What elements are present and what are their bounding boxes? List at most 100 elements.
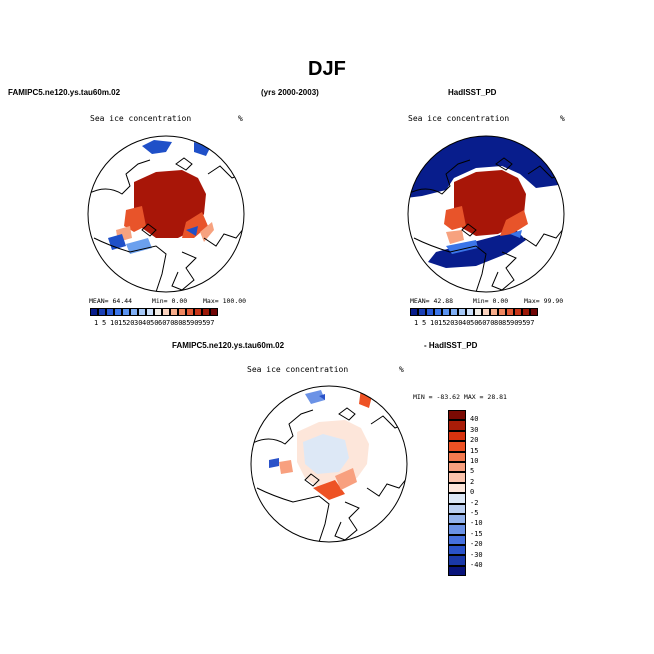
obs-colorbar [410,308,538,316]
obs-max-label: Max= [524,297,540,305]
obs-ice-edge [444,206,528,236]
diff-polar-map [250,385,408,543]
model-mid-ice [126,238,152,254]
colorbar-swatch [122,308,130,316]
diff-map-units: % [399,365,404,374]
years-header: (yrs 2000-2003) [261,88,319,97]
obs-map-title: Sea ice concentration [408,114,510,123]
obs-min-value: 0.00 [492,297,509,305]
colorbar-swatch [434,308,442,316]
colorbar-tick-label: -40 [470,561,483,569]
colorbar-tick-label: 10 [110,319,119,327]
obs-open-water-mask [408,136,564,198]
model-map-border [87,135,245,293]
model-map-title: Sea ice concentration [90,114,192,123]
diff-negative-small [269,394,325,468]
colorbar-swatch [474,308,482,316]
colorbar-swatch [522,308,530,316]
colorbar-tick-label: 50 [150,319,159,327]
colorbar-swatch [186,308,194,316]
model-mean-label: MEAN= [89,297,109,305]
colorbar-swatch [442,308,450,316]
colorbar-swatch [448,430,466,442]
diff-negative-bering [305,390,325,404]
colorbar-swatch [448,524,466,535]
model-polar-map [87,135,245,293]
colorbar-swatch [146,308,154,316]
colorbar-tick-label: 40 [470,415,479,424]
obs-colorbar-labels: 1 5 10 15 20 30 40 50 60 70 80 85 90 95 97 [410,319,570,328]
colorbar-tick-label: 70 [166,319,175,327]
colorbar-tick-label: 85 [182,319,191,327]
colorbar-swatch [98,308,106,316]
colorbar-tick-label: -10 [470,519,483,528]
diff-positive-edge [279,460,357,490]
colorbar-swatch [448,451,466,462]
colorbar-tick-label: 40 [142,319,151,327]
colorbar-swatch [448,555,466,566]
colorbar-tick-label: 95 [518,319,527,327]
colorbar-swatch [130,308,138,316]
obs-stats: MEAN= 42.88 Min= 0.00 Max= 99.90 [410,297,563,305]
colorbar-tick-label: 15 [470,446,479,455]
colorbar-tick-label: 80 [174,319,183,327]
colorbar-tick-label: 30 [134,319,143,327]
colorbar-swatch [418,308,426,316]
colorbar-tick-label: 97 [206,319,215,327]
colorbar-swatch [162,308,170,316]
diff-model-header: FAMIPC5.ne120.ys.tau60m.02 [172,341,285,350]
colorbar-swatch [448,461,466,473]
diff-colorbar [448,410,466,577]
colorbar-swatch [138,308,146,316]
colorbar-tick-label: 5 [470,467,475,476]
colorbar-tick-label: 1 [414,319,419,327]
colorbar-tick-label: 90 [190,319,199,327]
obs-min-label: Min= [472,297,489,305]
colorbar-swatch [530,308,538,316]
colorbar-swatch [490,308,498,316]
colorbar-tick-label: 15 [118,319,127,327]
colorbar-swatch [458,308,466,316]
colorbar-swatch [170,308,178,316]
diff-min-label: MIN = [413,393,433,401]
colorbar-swatch [410,308,418,316]
colorbar-tick-label: 70 [486,319,495,327]
colorbar-tick-label: 40 [462,319,471,327]
colorbar-tick-label: 20 [446,319,455,327]
colorbar-swatch [210,308,218,316]
colorbar-swatch [178,308,186,316]
model-colorbar [90,308,218,316]
colorbar-swatch [448,441,466,452]
colorbar-swatch [448,410,466,421]
model-max-value: 100.00 [222,297,247,305]
colorbar-tick-label: -2 [470,498,479,507]
obs-ice-margin [446,230,464,244]
colorbar-tick-label: 15 [438,319,447,327]
colorbar-tick-label: 0 [470,488,475,497]
diff-stats: MIN = -83.62 MAX = 28.81 [413,393,507,401]
diff-max-value: 28.81 [487,393,507,401]
colorbar-tick-label: 30 [454,319,463,327]
colorbar-tick-label: 20 [126,319,135,327]
obs-header: HadISST_PD [448,88,497,97]
model-coastlines [88,157,244,292]
colorbar-tick-label: -15 [470,529,483,538]
obs-south-water [428,230,526,268]
colorbar-tick-label: -20 [470,540,483,549]
colorbar-swatch [202,308,210,316]
colorbar-swatch [448,420,466,431]
colorbar-tick-label: 5 [102,319,107,327]
colorbar-swatch [194,308,202,316]
obs-mean-label: MEAN= [410,297,430,305]
obs-map-units: % [560,114,565,123]
colorbar-swatch [506,308,514,316]
model-stats: MEAN= 64.44 Min= 0.00 Max= 100.00 [89,297,246,305]
diff-slight-negative [303,434,349,474]
colorbar-swatch [106,308,114,316]
model-ice-margin [116,222,214,242]
obs-polar-map [407,135,565,293]
model-map-units: % [238,114,243,123]
colorbar-swatch [448,545,466,556]
colorbar-tick-label: 10 [470,457,479,465]
colorbar-tick-label: 5 [422,319,427,327]
